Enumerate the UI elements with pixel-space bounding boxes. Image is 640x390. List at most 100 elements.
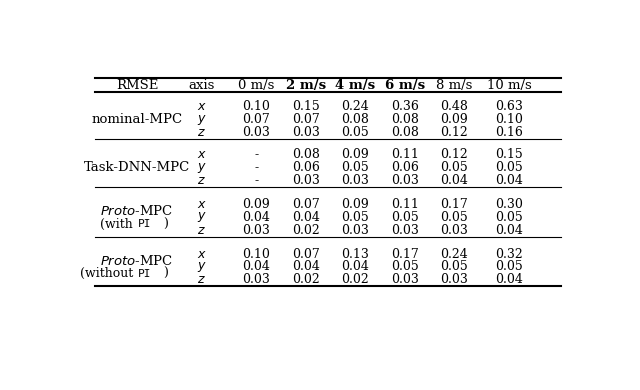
Text: 0.09: 0.09 <box>341 198 369 211</box>
Text: 0.04: 0.04 <box>341 261 369 273</box>
Text: 0.10: 0.10 <box>242 248 270 261</box>
Text: 0.17: 0.17 <box>391 248 419 261</box>
Text: 0.05: 0.05 <box>341 161 369 174</box>
Text: $x$: $x$ <box>196 198 207 211</box>
Text: 0.05: 0.05 <box>341 126 369 139</box>
Text: Task-DNN-MPC: Task-DNN-MPC <box>84 161 190 174</box>
Text: 0.63: 0.63 <box>495 100 523 113</box>
Text: $\mathit{Proto}$-MPC: $\mathit{Proto}$-MPC <box>100 254 173 268</box>
Text: 2 m/s: 2 m/s <box>285 79 326 92</box>
Text: 0.05: 0.05 <box>440 261 468 273</box>
Text: -: - <box>254 149 258 161</box>
Text: 0.05: 0.05 <box>391 211 419 224</box>
Text: 0.05: 0.05 <box>440 161 468 174</box>
Text: -: - <box>254 161 258 174</box>
Text: 0.08: 0.08 <box>292 149 319 161</box>
Text: -: - <box>254 174 258 187</box>
Text: 0.15: 0.15 <box>292 100 319 113</box>
Text: 0.05: 0.05 <box>440 211 468 224</box>
Text: 0.36: 0.36 <box>391 100 419 113</box>
Text: 0.03: 0.03 <box>391 273 419 286</box>
Text: 0.03: 0.03 <box>292 126 319 139</box>
Text: nominal-MPC: nominal-MPC <box>92 113 182 126</box>
Text: 0.09: 0.09 <box>440 113 468 126</box>
Text: 0.07: 0.07 <box>242 113 270 126</box>
Text: axis: axis <box>188 79 214 92</box>
Text: ): ) <box>163 267 168 280</box>
Text: 0.08: 0.08 <box>341 113 369 126</box>
Text: 0.02: 0.02 <box>341 273 369 286</box>
Text: 10 m/s: 10 m/s <box>486 79 531 92</box>
Text: 6 m/s: 6 m/s <box>385 79 425 92</box>
Text: 0.04: 0.04 <box>495 273 523 286</box>
Text: 0.17: 0.17 <box>440 198 468 211</box>
Text: (with: (with <box>100 218 137 230</box>
Text: $y$: $y$ <box>196 260 207 274</box>
Text: $y$: $y$ <box>196 113 207 127</box>
Text: 0.09: 0.09 <box>242 198 270 211</box>
Text: 0.03: 0.03 <box>242 126 270 139</box>
Text: 0.07: 0.07 <box>292 198 319 211</box>
Text: 0.03: 0.03 <box>391 174 419 187</box>
Text: 0.12: 0.12 <box>440 126 468 139</box>
Text: 8 m/s: 8 m/s <box>436 79 473 92</box>
Text: 0.04: 0.04 <box>242 261 270 273</box>
Text: 0.13: 0.13 <box>341 248 369 261</box>
Text: 0.10: 0.10 <box>242 100 270 113</box>
Text: 0.04: 0.04 <box>292 261 319 273</box>
Text: 0.03: 0.03 <box>292 174 319 187</box>
Text: 0.30: 0.30 <box>495 198 523 211</box>
Text: $y$: $y$ <box>196 161 207 175</box>
Text: 0.05: 0.05 <box>341 211 369 224</box>
Text: $z$: $z$ <box>197 126 206 139</box>
Text: 0.04: 0.04 <box>495 174 523 187</box>
Text: 0.12: 0.12 <box>440 149 468 161</box>
Text: 4 m/s: 4 m/s <box>335 79 375 92</box>
Text: 0.48: 0.48 <box>440 100 468 113</box>
Text: $x$: $x$ <box>196 149 207 161</box>
Text: $z$: $z$ <box>197 224 206 237</box>
Text: 0.32: 0.32 <box>495 248 523 261</box>
Text: 0.07: 0.07 <box>292 248 319 261</box>
Text: (without: (without <box>80 267 137 280</box>
Text: 0.11: 0.11 <box>391 198 419 211</box>
Text: 0.03: 0.03 <box>242 224 270 237</box>
Text: 0.24: 0.24 <box>341 100 369 113</box>
Text: $x$: $x$ <box>196 100 207 113</box>
Text: 0.03: 0.03 <box>341 174 369 187</box>
Text: 0.11: 0.11 <box>391 149 419 161</box>
Text: 0.10: 0.10 <box>495 113 523 126</box>
Text: 0.06: 0.06 <box>391 161 419 174</box>
Text: 0.24: 0.24 <box>440 248 468 261</box>
Text: 0.04: 0.04 <box>292 211 319 224</box>
Text: 0.03: 0.03 <box>440 273 468 286</box>
Text: 0.05: 0.05 <box>495 261 523 273</box>
Text: 0.02: 0.02 <box>292 273 319 286</box>
Text: 0.04: 0.04 <box>242 211 270 224</box>
Text: 0.15: 0.15 <box>495 149 523 161</box>
Text: 0.08: 0.08 <box>391 113 419 126</box>
Text: 0.16: 0.16 <box>495 126 523 139</box>
Text: 0.06: 0.06 <box>292 161 319 174</box>
Text: 0.05: 0.05 <box>391 261 419 273</box>
Text: 0.03: 0.03 <box>391 224 419 237</box>
Text: 0.04: 0.04 <box>495 224 523 237</box>
Text: $x$: $x$ <box>196 248 207 261</box>
Text: PI: PI <box>138 269 152 278</box>
Text: $\mathit{Proto}$-MPC: $\mathit{Proto}$-MPC <box>100 204 173 218</box>
Text: 0.05: 0.05 <box>495 211 523 224</box>
Text: 0.08: 0.08 <box>391 126 419 139</box>
Text: 0.05: 0.05 <box>495 161 523 174</box>
Text: 0.03: 0.03 <box>440 224 468 237</box>
Text: 0.03: 0.03 <box>242 273 270 286</box>
Text: $y$: $y$ <box>196 210 207 224</box>
Text: 0.02: 0.02 <box>292 224 319 237</box>
Text: 0.09: 0.09 <box>341 149 369 161</box>
Text: $z$: $z$ <box>197 273 206 286</box>
Text: 0 m/s: 0 m/s <box>238 79 275 92</box>
Text: 0.04: 0.04 <box>440 174 468 187</box>
Text: RMSE: RMSE <box>116 79 158 92</box>
Text: $z$: $z$ <box>197 174 206 187</box>
Text: PI: PI <box>138 219 152 229</box>
Text: 0.07: 0.07 <box>292 113 319 126</box>
